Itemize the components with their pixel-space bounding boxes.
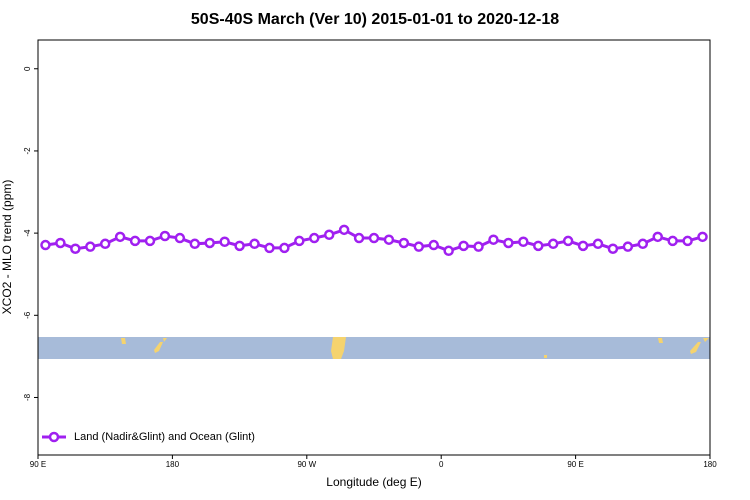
point bbox=[85, 241, 96, 252]
point bbox=[204, 237, 215, 249]
y-tick-label: -4 bbox=[23, 229, 32, 237]
y-tick-label: -8 bbox=[23, 393, 32, 401]
land-ocean-strip bbox=[38, 337, 710, 359]
point bbox=[443, 245, 454, 257]
point bbox=[413, 241, 425, 252]
point bbox=[249, 238, 260, 250]
point bbox=[383, 234, 395, 245]
point bbox=[174, 232, 186, 244]
legend-label: Land (Nadir&Glint) and Ocean (Glint) bbox=[74, 431, 255, 443]
point bbox=[652, 231, 663, 243]
point bbox=[533, 240, 544, 252]
point bbox=[294, 235, 305, 247]
point bbox=[697, 231, 708, 243]
point bbox=[622, 241, 634, 252]
point bbox=[129, 235, 141, 247]
point bbox=[234, 240, 245, 252]
point bbox=[159, 230, 171, 242]
x-tick-label: 180 bbox=[703, 460, 717, 469]
x-tick-label: 180 bbox=[166, 460, 180, 469]
y-tick-label: -6 bbox=[23, 311, 32, 319]
point bbox=[189, 238, 201, 250]
point bbox=[114, 231, 126, 243]
point bbox=[473, 241, 484, 252]
point bbox=[353, 232, 365, 244]
point bbox=[607, 243, 619, 254]
point bbox=[368, 232, 380, 244]
y-axis-label: XCO2 - MLO trend (ppm) bbox=[0, 180, 14, 315]
point bbox=[503, 237, 514, 249]
point bbox=[264, 242, 275, 254]
chart-title: 50S-40S March (Ver 10) 2015-01-01 to 202… bbox=[191, 11, 559, 28]
x-tick-label: 90 W bbox=[297, 460, 316, 469]
point bbox=[323, 229, 335, 241]
point bbox=[99, 238, 111, 250]
y-tick-label: 0 bbox=[23, 66, 32, 71]
plot-frame bbox=[37, 39, 711, 456]
legend-marker bbox=[48, 431, 60, 443]
point bbox=[309, 232, 320, 244]
point bbox=[518, 236, 529, 247]
point bbox=[338, 224, 350, 236]
x-tick-label: 90 E bbox=[30, 460, 46, 469]
point bbox=[637, 238, 649, 250]
point bbox=[562, 235, 574, 247]
x-axis-label: Longitude (deg E) bbox=[326, 475, 421, 489]
point bbox=[682, 235, 693, 247]
point bbox=[70, 243, 81, 254]
point bbox=[577, 240, 589, 252]
point bbox=[398, 237, 410, 249]
point bbox=[667, 235, 678, 247]
point bbox=[592, 238, 604, 250]
point bbox=[219, 236, 230, 247]
point bbox=[144, 235, 156, 247]
y-tick-label: -2 bbox=[23, 147, 32, 155]
x-tick-label: 90 E bbox=[567, 460, 583, 469]
point bbox=[488, 234, 499, 245]
point bbox=[279, 242, 290, 254]
point bbox=[547, 238, 559, 250]
point bbox=[55, 237, 66, 249]
point bbox=[428, 239, 439, 251]
point bbox=[40, 239, 51, 251]
point bbox=[458, 240, 469, 252]
x-tick-label: 0 bbox=[439, 460, 444, 469]
